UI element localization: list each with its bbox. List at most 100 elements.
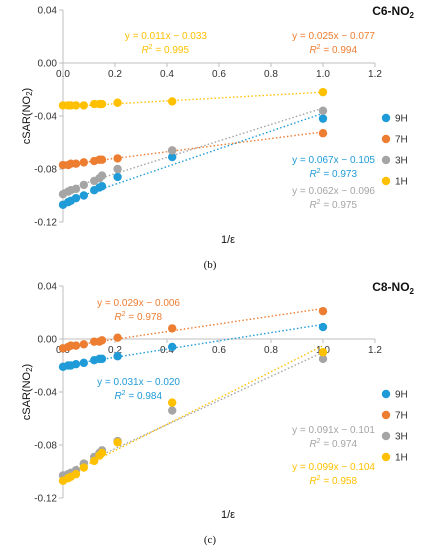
chart-title: C8-NO2 (372, 280, 414, 296)
panel-label: (c) (204, 534, 217, 546)
equation-label-1H: y = 0.011x − 0.033 (125, 31, 208, 42)
data-point-3H (71, 184, 81, 194)
r2-superscript: 2 (317, 475, 321, 482)
data-point-7H (113, 333, 122, 342)
equation-label-9H: y = 0.067x − 0.105 (292, 155, 375, 166)
y-axis-title-main: cSAR(NO (21, 95, 33, 144)
r2-label-9H: R2 = 0.984 (114, 390, 162, 402)
data-point-1H (168, 97, 177, 106)
data-point-7H (97, 155, 107, 164)
r2-label-1H: R2 = 0.995 (141, 44, 189, 56)
y-tick-label: -0.08 (34, 441, 57, 452)
r2-label-1H: R2 = 0.958 (309, 475, 357, 487)
r2-superscript: 2 (122, 311, 126, 318)
r2-superscript: 2 (317, 199, 321, 206)
x-tick-label: 0.0 (56, 69, 70, 80)
legend-label-3H: 3H (395, 156, 408, 167)
trendline-9H (62, 323, 324, 367)
r2-superscript: 2 (317, 44, 321, 51)
legend-label-7H: 7H (395, 411, 408, 422)
chart-title-main: C6-NO (372, 4, 409, 18)
y-axis-title-subscript: 2 (25, 367, 34, 372)
trendline-3H (62, 107, 324, 191)
data-point-9H (113, 172, 122, 182)
data-point-1H (318, 87, 328, 97)
r2-superscript: 2 (317, 168, 321, 175)
r2-symbol: R (114, 391, 121, 402)
data-point-9H (79, 358, 89, 368)
r2-label-7H: R2 = 0.994 (309, 44, 357, 56)
data-point-7H (318, 129, 328, 138)
legend-marker-9H (381, 113, 391, 123)
data-point-1H (79, 101, 89, 110)
equation-label-7H: y = 0.025x − 0.077 (292, 31, 375, 42)
data-point-7H (71, 159, 81, 168)
legend-label-7H: 7H (395, 135, 408, 146)
data-point-1H (113, 98, 122, 107)
data-point-1H (90, 456, 99, 466)
equation-label-7H: y = 0.029x − 0.006 (97, 298, 180, 309)
legend-label-3H: 3H (395, 432, 408, 443)
x-tick-label: 1.0 (316, 69, 330, 80)
x-tick-label: 0.4 (160, 345, 174, 356)
r2-value: = 0.978 (126, 312, 163, 323)
y-axis-title: cSAR(NO2) (21, 88, 34, 144)
data-point-9H (113, 352, 122, 361)
data-point-1H (97, 448, 107, 458)
trendline-1H (62, 345, 324, 478)
chart-title-main: C8-NO (372, 280, 409, 294)
r2-label-3H: R2 = 0.975 (309, 199, 357, 211)
y-tick-label: -0.12 (34, 494, 57, 505)
data-point-1H (71, 101, 81, 110)
legend-marker-7H (381, 134, 391, 144)
equation-label-3H: y = 0.091x − 0.101 (292, 425, 375, 436)
legend-label-1H: 1H (395, 177, 408, 188)
r2-symbol: R (309, 169, 316, 180)
legend-label-9H: 9H (395, 390, 408, 401)
chart-title: C6-NO2 (372, 4, 414, 20)
data-point-9H (168, 152, 177, 162)
data-point-3H (318, 354, 328, 364)
data-point-1H (318, 348, 328, 357)
data-point-9H (71, 193, 81, 203)
r2-value: = 0.958 (321, 476, 358, 487)
r2-symbol: R (114, 312, 121, 323)
r2-symbol: R (309, 200, 316, 211)
r2-symbol: R (309, 476, 316, 487)
data-point-9H (71, 359, 81, 369)
data-point-9H (168, 342, 177, 352)
r2-value: = 0.973 (321, 169, 358, 180)
r2-superscript: 2 (149, 44, 153, 51)
data-point-1H (79, 463, 89, 472)
legend-marker-3H (381, 431, 391, 441)
chart-panel-2: 0.040.00-0.04-0.08-0.120.00.20.40.60.81.… (21, 280, 415, 546)
r2-value: = 0.994 (321, 45, 358, 56)
data-point-1H (97, 99, 107, 109)
legend-marker-1H (381, 452, 391, 462)
data-point-7H (318, 306, 328, 316)
data-point-3H (113, 164, 122, 174)
legend-marker-3H (381, 155, 391, 165)
r2-symbol: R (309, 45, 316, 56)
legend-marker-7H (381, 410, 391, 420)
legend-marker-9H (381, 389, 391, 399)
data-point-3H (168, 406, 177, 415)
data-point-1H (71, 469, 81, 479)
chart-title-subscript: 2 (410, 11, 415, 20)
x-axis-title: 1/ε (221, 509, 235, 521)
trendline-9H (62, 112, 324, 203)
data-point-9H (97, 182, 107, 191)
y-tick-label: -0.04 (34, 388, 57, 399)
x-tick-label: 1.2 (368, 345, 382, 356)
r2-value: = 0.995 (153, 45, 190, 56)
data-point-7H (79, 158, 89, 167)
r2-value: = 0.974 (321, 439, 358, 450)
equation-label-3H: y = 0.062x − 0.096 (292, 186, 375, 197)
x-tick-label: 0.8 (264, 69, 278, 80)
chart-panel-1: 0.04 0.00 -0.04 -0.08 -0.12 0.0 0.2 0.4 0.6 0.8 1.… (21, 4, 415, 271)
data-point-7H (97, 336, 107, 345)
r2-label-7H: R2 = 0.978 (114, 311, 162, 323)
r2-symbol: R (141, 45, 148, 56)
x-tick-label: 0.4 (160, 69, 174, 80)
r2-superscript: 2 (122, 390, 126, 397)
